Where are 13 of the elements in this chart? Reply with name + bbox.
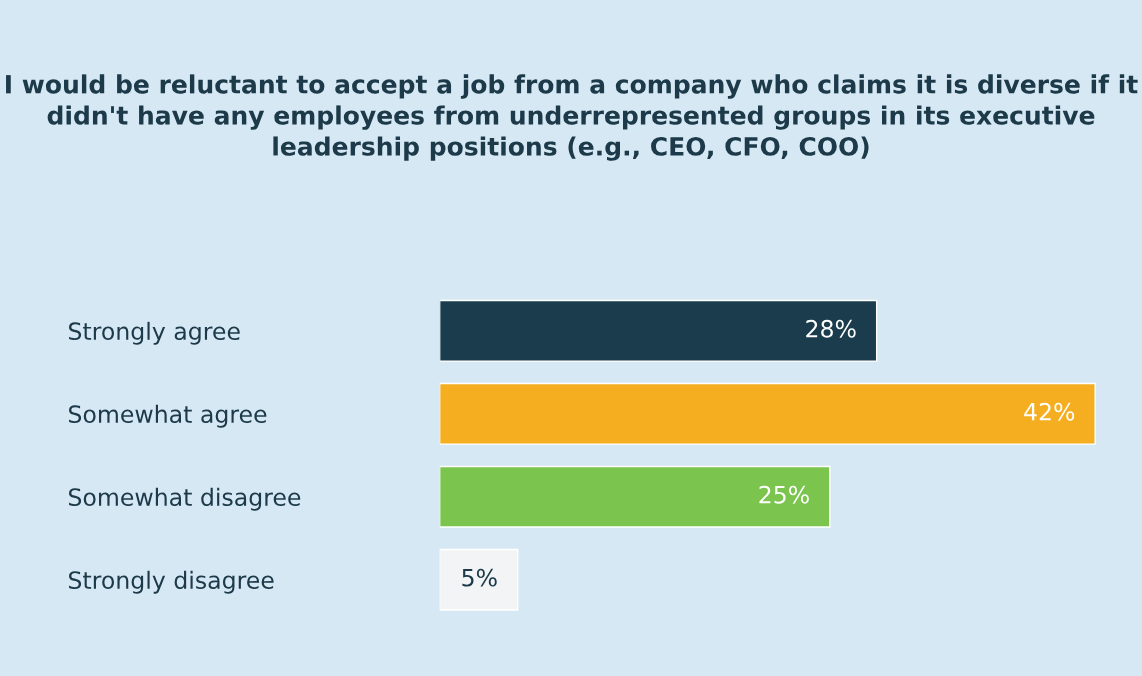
bar <box>439 548 519 611</box>
bar <box>439 382 1096 445</box>
y-tick-label: Somewhat disagree <box>69 487 301 511</box>
data-label: 5% <box>462 568 497 587</box>
bar <box>439 465 831 528</box>
chart-title: I would be reluctant to accept a job from a company who claims it is diverse if it didn't have any employees from underrepresented groups in its executive leadership positions (e.g., CEO, CFO, COO) <box>6 74 1138 161</box>
y-tick-label: Strongly disagree <box>69 570 274 594</box>
y-tick-label: Strongly agree <box>69 321 240 345</box>
y-tick-label: Somewhat agree <box>69 404 267 428</box>
data-label: 42% <box>1024 402 1075 421</box>
data-label: 25% <box>759 485 809 504</box>
bar <box>439 299 878 362</box>
data-label: 28% <box>806 319 856 338</box>
